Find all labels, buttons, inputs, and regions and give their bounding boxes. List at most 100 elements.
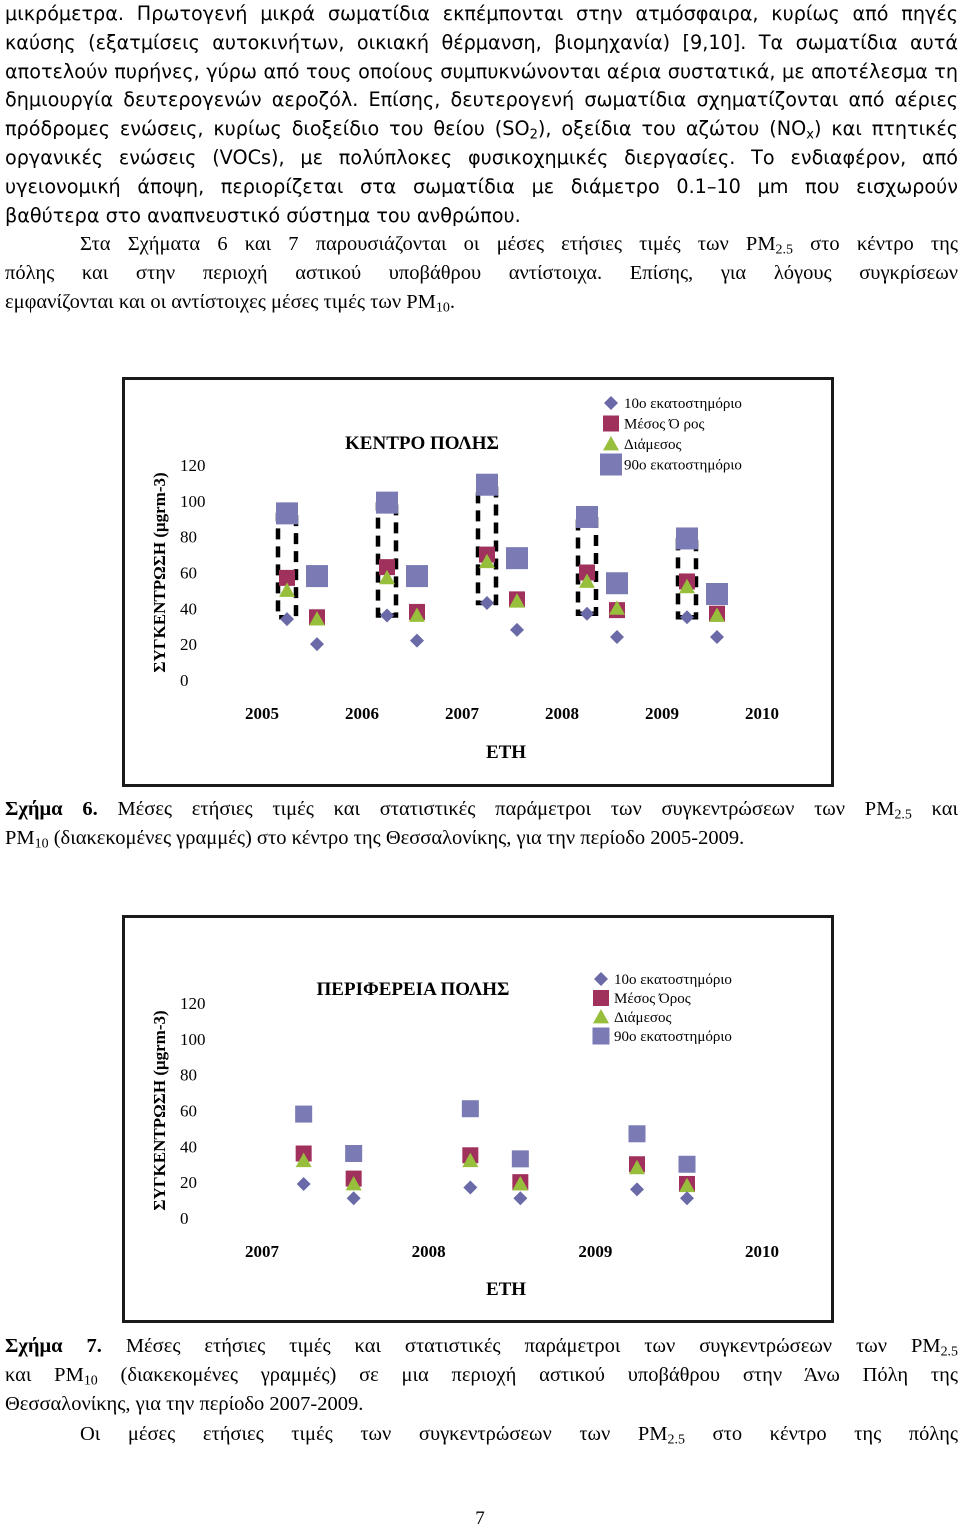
legend-label: Μέσος Ό ρος (624, 417, 704, 433)
text-line: δημιουργία δευτερογενών αεροζόλ. Επίσης,… (5, 88, 958, 112)
text-line: πρόδρομες ενώσεις, κυρίως διοξείδιο του … (5, 115, 958, 144)
subscript: 10 (435, 300, 450, 316)
data-point (310, 637, 324, 652)
x-tick-label: 2007 (245, 1242, 280, 1261)
data-point (379, 569, 395, 585)
caption-label: Σχήμα 6. (5, 798, 98, 820)
x-tick-label: 2008 (412, 1242, 446, 1261)
data-point (345, 1145, 363, 1162)
x-tick-label: 2010 (745, 1242, 779, 1261)
x-axis-label: ΕΤΗ (486, 742, 526, 763)
data-point (629, 1159, 645, 1175)
figure-6-chart: ΚΕΝΤΡΟ ΠΟΛΗΣ ΣΥΓΚΕΝΤΡΩΣΗ (μgrm-3) 0 20 40 60 8… (122, 377, 834, 787)
y-tick-label: 100 (180, 492, 206, 511)
legend-label: 90ο εκατοστημόριο (614, 1029, 732, 1045)
body-paragraph-2: Στα Σχήματα 6 και 7 παρουσιάζονται οι μέ… (5, 230, 958, 316)
body-paragraph-1: μικρόμετρα. Πρωτογενή μικρά σωματίδια εκ… (5, 0, 958, 230)
y-tick-label: 80 (180, 528, 197, 547)
chart-center-svg: ΚΕΝΤΡΟ ΠΟΛΗΣ ΣΥΓΚΕΝΤΡΩΣΗ (μgrm-3) 0 20 40 60 8… (150, 396, 779, 763)
data-point (678, 1155, 696, 1173)
data-point (509, 593, 525, 608)
x-tick-label: 2005 (245, 704, 279, 723)
x-tick-label: 2007 (445, 704, 480, 723)
data-point (476, 473, 498, 496)
text-fragment: και PM (5, 1364, 84, 1386)
text-line: βαθύτερα στο αναπνευστικό σύστημα του αν… (5, 203, 521, 227)
data-point (280, 612, 294, 627)
figure-7-chart: ΠΕΡΙΦΕΡΕΙΑ ΠΟΛΗΣ ΣΥΓΚΕΝΤΡΩΣΗ (μgrm-3) 0 20 4… (122, 915, 834, 1323)
y-tick-label: 100 (180, 1030, 206, 1049)
data-point (279, 582, 295, 597)
data-point (296, 1176, 311, 1191)
data-point (379, 559, 395, 576)
data-point (410, 633, 424, 648)
data-point (580, 606, 594, 621)
text-line: μικρόμετρα. Πρωτογενή μικρά σωματίδια εκ… (5, 2, 958, 25)
data-point (346, 1191, 361, 1206)
data-point (610, 630, 624, 644)
data-point (462, 1152, 479, 1168)
text-line: καύσης (εξατμίσεις αυτοκινήτων, οικιακή … (5, 30, 958, 54)
text-fragment: . (449, 290, 455, 313)
subscript: 2.5 (775, 242, 793, 258)
data-point (680, 1191, 694, 1206)
data-point (306, 565, 328, 588)
legend-marker (594, 972, 608, 986)
data-point (630, 1182, 644, 1197)
y-tick-label: 80 (180, 1066, 197, 1085)
caption-line: Θεσσαλονίκης, για την περίοδο 2007-2009. (5, 1393, 364, 1415)
x-tick-label: 2006 (345, 704, 379, 723)
text-fragment: Οι μέσες ετήσιες τιμές των συγκεντρώσεων… (80, 1423, 668, 1445)
data-point (680, 610, 694, 625)
text-fragment: στο κέντρο της πόλης (684, 1423, 958, 1445)
text-line: Οι μέσες ετήσιες τιμές των συγκεντρώσεων… (5, 1420, 958, 1449)
legend-label: 90ο εκατοστημόριο (624, 458, 742, 474)
pm10-range-box (475, 484, 499, 606)
subscript: 2.5 (894, 807, 912, 823)
text-fragment: Μέσες ετήσιες τιμές και στατιστικές παρά… (101, 1335, 941, 1357)
legend-label: Διάμεσος (624, 437, 681, 453)
text-fragment: Μέσες ετήσιες τιμές και στατιστικές παρά… (97, 798, 895, 820)
caption-line: Σχήμα 7. Μέσες ετήσιες τιμές και στατιστ… (5, 1332, 958, 1361)
y-tick-label: 60 (180, 1102, 197, 1121)
pm10-range-box (275, 512, 299, 620)
text-line: εμφανίζονται και οι αντίστοιχες μέσες τι… (5, 288, 958, 317)
y-tick-label: 0 (180, 671, 189, 690)
y-axis-label: ΣΥΓΚΕΝΤΡΩΣΗ (μgrm-3) (150, 1010, 169, 1210)
text-fragment: (διακεκομένες γραμμές) στο κέντρο της Θε… (48, 827, 745, 849)
data-point (511, 1150, 529, 1168)
y-tick-label: 40 (180, 599, 197, 618)
x-axis-label: ΕΤΗ (486, 1279, 526, 1300)
caption-line: PM10 (διακεκομένες γραμμές) στο κέντρο τ… (5, 824, 958, 853)
data-point (406, 565, 428, 588)
legend-marker (603, 415, 619, 432)
data-point (510, 622, 524, 637)
data-point (579, 564, 595, 581)
figure-7-caption: Σχήμα 7. Μέσες ετήσιες τιμές και στατιστ… (5, 1332, 958, 1419)
text-fragment: και (911, 798, 959, 820)
data-point (676, 527, 698, 550)
data-point (276, 502, 298, 525)
data-point (710, 630, 724, 644)
text-line: οργανικές ενώσεις (VOCs), με πολύπλοκες … (5, 145, 958, 169)
caption-line: και PM10 (διακεκομένες γραμμές) σε μια π… (5, 1361, 958, 1390)
text-line: αποτελούν πυρήνες, γύρω από τους οποίους… (5, 59, 958, 83)
text-line: υγειονομική άποψη, περιορίζεται στα σωμα… (5, 174, 958, 198)
text-fragment: στο κέντρο της (792, 233, 958, 255)
data-point (579, 573, 595, 588)
data-point (309, 611, 325, 626)
data-point (295, 1105, 313, 1123)
data-point (709, 607, 725, 622)
legend-marker (600, 453, 622, 476)
legend-marker (603, 436, 619, 451)
legend-marker (592, 1027, 610, 1045)
data-point (376, 491, 398, 514)
data-point (461, 1100, 479, 1118)
subscript: 2.5 (940, 1344, 958, 1360)
subscript: 2 (529, 127, 538, 143)
body-paragraph-3: Οι μέσες ετήσιες τιμές των συγκεντρώσεων… (5, 1420, 958, 1449)
y-tick-label: 40 (180, 1137, 197, 1156)
y-tick-label: 120 (180, 994, 206, 1013)
legend-label: Μέσος Όρος (614, 991, 691, 1007)
data-point (506, 547, 528, 570)
